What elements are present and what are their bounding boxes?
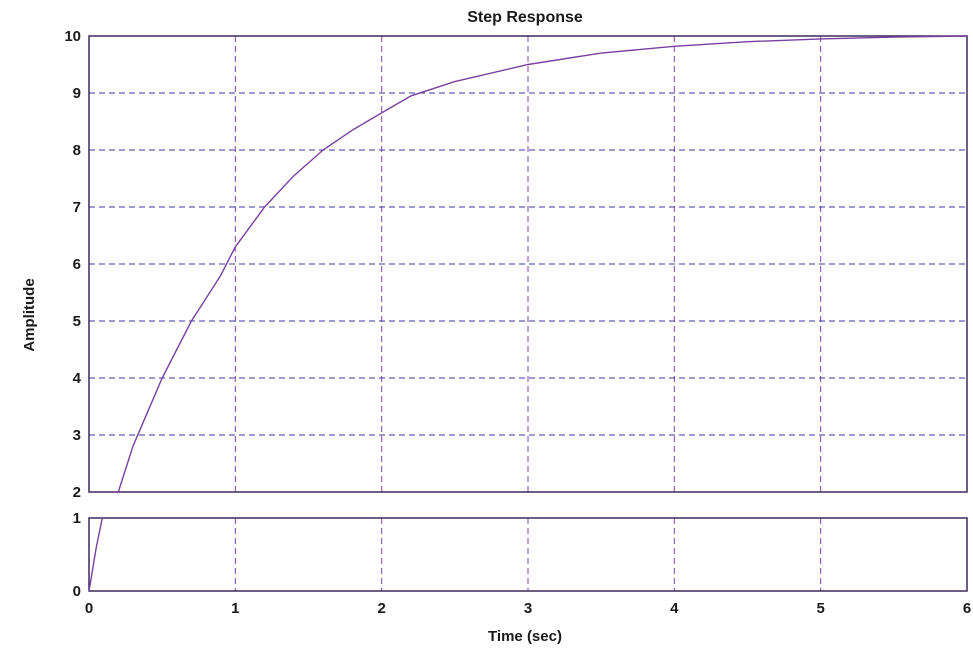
y-tick-label: 8 — [73, 142, 81, 159]
lower-axes-frame — [88, 517, 968, 592]
y-axis-label: Amplitude — [21, 278, 38, 351]
grid — [89, 36, 967, 591]
x-tick-label: 0 — [85, 600, 93, 617]
series-line-lower — [88, 517, 103, 592]
y-tick-label: 5 — [73, 313, 81, 330]
y-tick-label: 1 — [73, 510, 81, 527]
x-tick-label: 1 — [231, 600, 239, 617]
tick-labels: 0 1 2 3 4 5 6 0 1 2 3 4 5 6 7 8 9 10 — [64, 28, 971, 617]
x-axis-label: Time (sec) — [488, 628, 562, 645]
x-tick-label: 6 — [963, 600, 971, 617]
plot-series — [88, 35, 968, 592]
x-tick-label: 5 — [816, 600, 824, 617]
axes — [88, 35, 968, 592]
y-tick-label: 6 — [73, 256, 81, 273]
x-tick-label: 3 — [524, 600, 532, 617]
y-tick-label: 7 — [73, 199, 81, 216]
y-tick-label: 3 — [73, 427, 81, 444]
series-line-upper — [112, 35, 968, 493]
x-tick-label: 2 — [377, 600, 385, 617]
y-tick-label: 2 — [73, 484, 81, 501]
y-tick-label: 0 — [73, 583, 81, 600]
upper-axes-frame — [88, 35, 968, 493]
x-tick-label: 4 — [670, 600, 679, 617]
y-tick-label: 9 — [73, 85, 81, 102]
chart-title: Step Response — [467, 9, 583, 26]
y-tick-label: 10 — [64, 28, 81, 45]
y-tick-label: 4 — [73, 370, 82, 387]
